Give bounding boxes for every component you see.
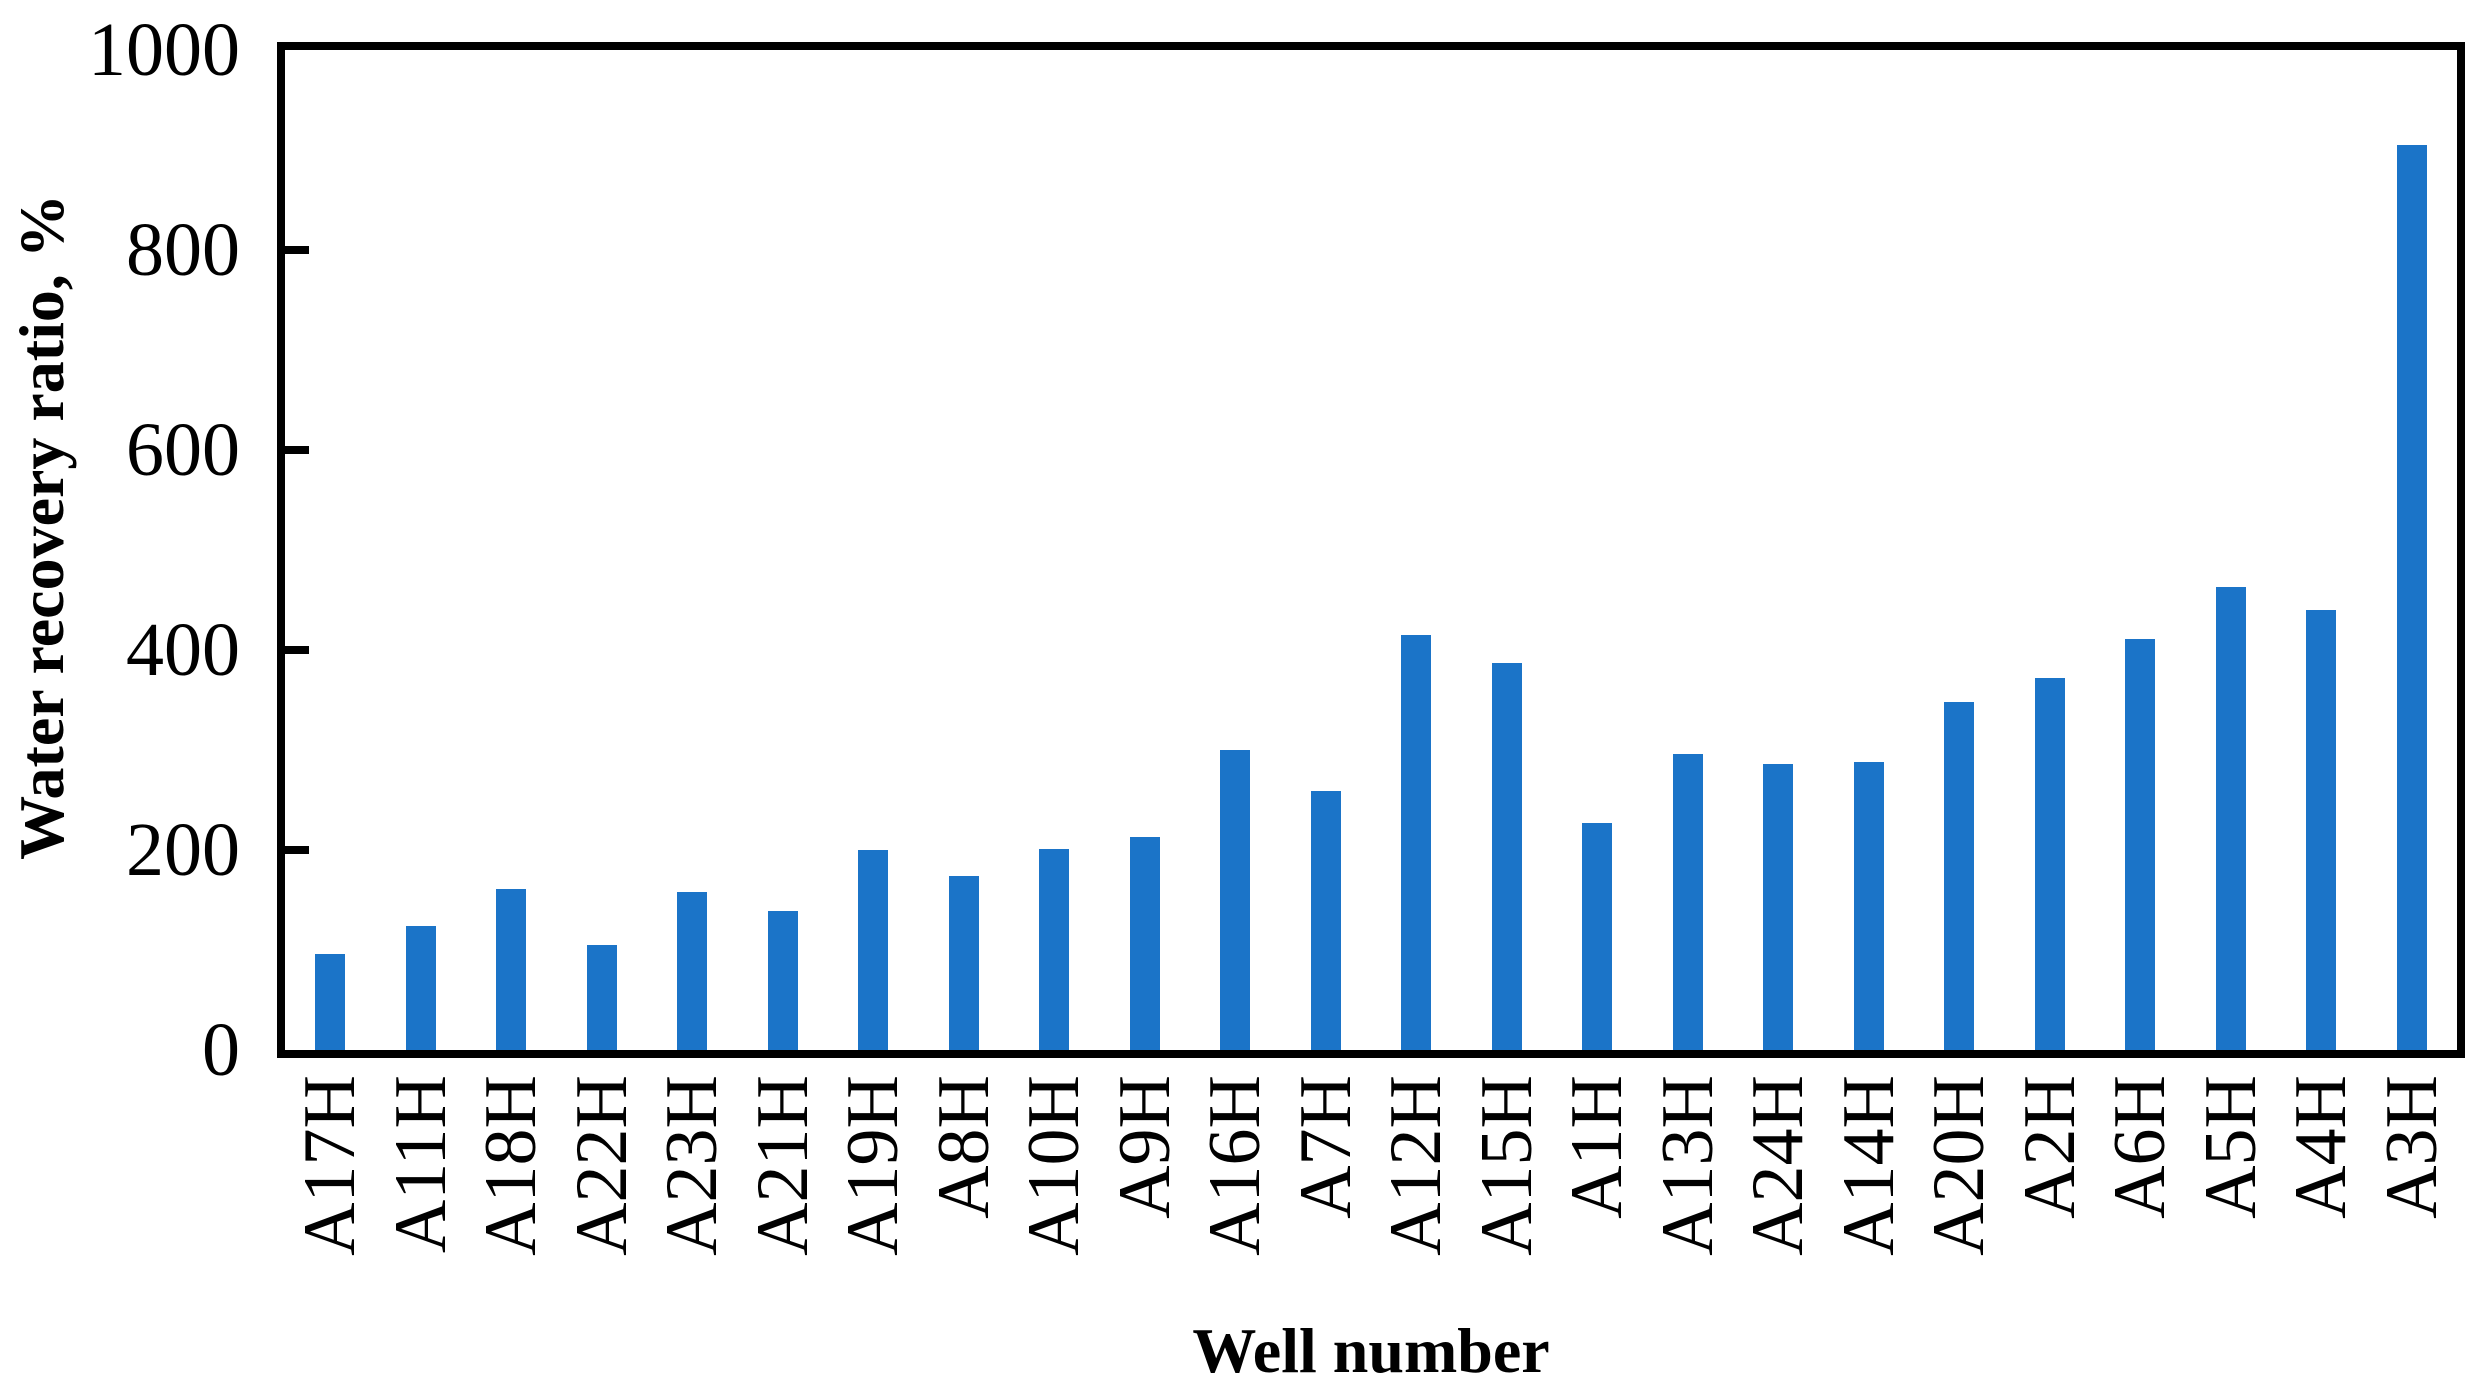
x-tick-label-A6H: A6H — [2099, 1075, 2182, 1219]
x-tick-label-A11H: A11H — [379, 1075, 462, 1254]
x-tick-label-A13H: A13H — [1646, 1075, 1729, 1256]
x-tick-label-A14H: A14H — [1827, 1075, 1910, 1256]
y-axis-tick — [285, 446, 309, 454]
y-tick-label: 400 — [126, 608, 240, 692]
bar-A17H — [315, 954, 346, 1050]
bar-A8H — [948, 876, 979, 1050]
y-axis-tick — [285, 846, 309, 854]
plot-area — [277, 42, 2465, 1058]
x-tick-label-A3H: A3H — [2370, 1075, 2453, 1219]
y-axis-tick — [285, 646, 309, 654]
x-tick-label-A10H: A10H — [1013, 1075, 1096, 1256]
bar-A14H — [1853, 762, 1884, 1050]
x-tick-label-A1H: A1H — [1556, 1075, 1639, 1219]
x-tick-label-A8H: A8H — [922, 1075, 1005, 1219]
x-tick-label-A12H: A12H — [1375, 1075, 1458, 1256]
x-tick-label-A15H: A15H — [1465, 1075, 1548, 1256]
bar-A6H — [2125, 639, 2156, 1050]
bar-A5H — [2215, 587, 2246, 1050]
bar-A22H — [586, 945, 617, 1050]
x-tick-label-A5H: A5H — [2189, 1075, 2272, 1219]
x-tick-label-A17H: A17H — [289, 1075, 372, 1256]
bar-A4H — [2306, 610, 2337, 1050]
x-tick-label-A21H: A21H — [741, 1075, 824, 1256]
bar-A19H — [858, 850, 889, 1050]
bar-A15H — [1491, 663, 1522, 1050]
bar-A10H — [1039, 849, 1070, 1050]
bar-A20H — [1944, 702, 1975, 1050]
y-tick-label: 600 — [126, 408, 240, 492]
x-tick-label-A19H: A19H — [832, 1075, 915, 1256]
bar-A18H — [496, 889, 527, 1050]
bar-A3H — [2396, 145, 2427, 1050]
y-tick-label: 200 — [126, 808, 240, 892]
x-axis-title: Well number — [1192, 1315, 1550, 1386]
bar-A11H — [405, 926, 436, 1050]
bar-A13H — [1672, 754, 1703, 1050]
bar-A23H — [677, 892, 708, 1050]
y-tick-label: 0 — [202, 1008, 240, 1092]
bar-A9H — [1129, 837, 1160, 1050]
bar-A21H — [767, 911, 798, 1050]
x-tick-label-A9H: A9H — [1103, 1075, 1186, 1219]
x-tick-label-A22H: A22H — [560, 1075, 643, 1256]
x-tick-label-A4H: A4H — [2280, 1075, 2363, 1219]
x-tick-label-A7H: A7H — [1284, 1075, 1367, 1219]
x-tick-label-A23H: A23H — [651, 1075, 734, 1256]
y-tick-label: 1000 — [88, 8, 240, 92]
bar-A24H — [1763, 764, 1794, 1050]
bar-A7H — [1310, 791, 1341, 1050]
y-tick-label: 800 — [126, 208, 240, 292]
bar-A16H — [1220, 750, 1251, 1050]
x-tick-label-A16H: A16H — [1194, 1075, 1277, 1256]
x-tick-label-A20H: A20H — [1918, 1075, 2001, 1256]
bar-A1H — [1582, 823, 1613, 1050]
y-axis-tick — [285, 246, 309, 254]
x-tick-label-A2H: A2H — [2008, 1075, 2091, 1219]
bar-A12H — [1401, 635, 1432, 1050]
x-tick-label-A24H: A24H — [1737, 1075, 1820, 1256]
x-tick-label-A18H: A18H — [470, 1075, 553, 1256]
bar-A2H — [2034, 678, 2065, 1050]
